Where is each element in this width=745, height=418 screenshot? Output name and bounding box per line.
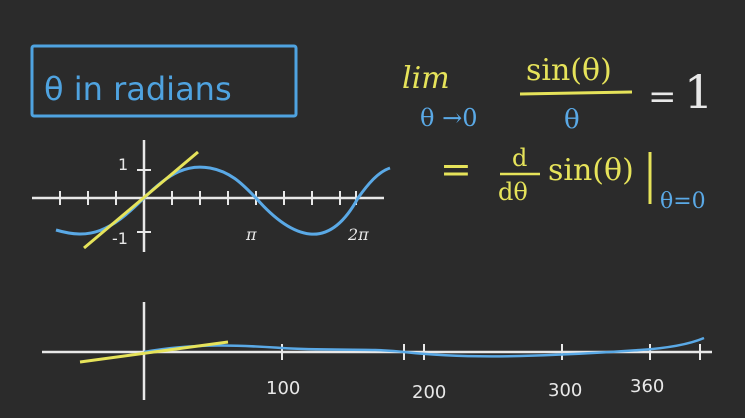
top-y-ticks [137,169,151,233]
evaluation-point: θ=0 [660,189,706,214]
equals-sign-one: = [648,77,677,117]
lim-text: lim [402,61,450,96]
derivative-numerator: d [512,144,527,172]
title-text: θ in radians [44,70,232,108]
bottom-x-label-300: 300 [548,380,582,401]
fraction-numerator: sin(θ) [526,53,612,88]
bottom-graph: 100 200 300 360 [42,302,712,403]
title-box: θ in radians [30,44,298,118]
lim-subscript: θ →0 [420,104,477,132]
stretched-sine-curve [143,336,705,358]
top-x-label-pi: π [245,225,257,244]
derivative-denominator: dθ [498,178,528,206]
fraction-bar [519,90,633,96]
bottom-tangent-line [79,340,229,364]
top-y-label-one: 1 [118,155,128,174]
limit-value: 1 [684,65,713,119]
fraction-denominator: θ [564,105,580,135]
top-x-label-two-pi: 2π [347,225,369,244]
bottom-x-label-100: 100 [266,378,300,399]
bottom-x-label-360: 360 [630,376,664,397]
tangent-line [83,150,199,250]
top-graph: 1 -1 π 2π [32,140,391,252]
bottom-x-label-200: 200 [412,382,446,403]
top-y-label-neg-one: -1 [112,229,128,248]
equals-sign: = [440,147,472,191]
limit-formula: lim θ →0 sin(θ) θ = 1 = d dθ sin(θ) θ=0 [402,53,713,214]
top-x-ticks [59,191,357,205]
derivative-function: sin(θ) [548,153,634,188]
